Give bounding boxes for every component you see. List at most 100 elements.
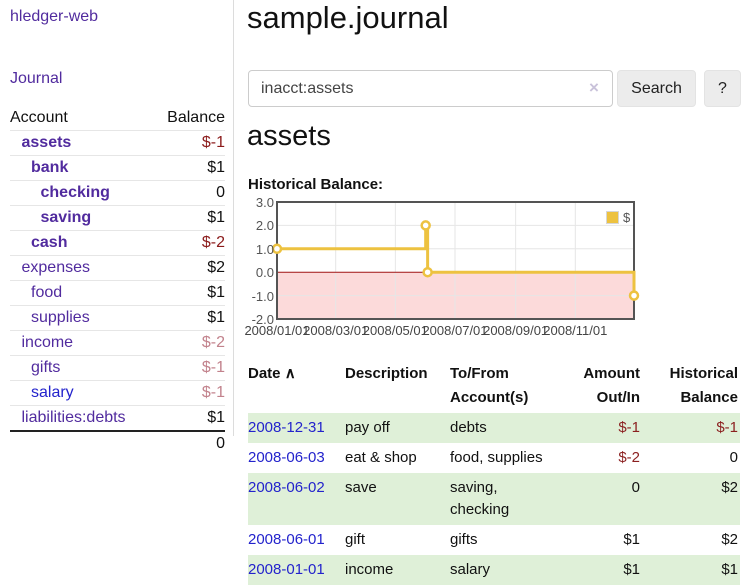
register-header-amount: Amount Out/In (583, 365, 640, 406)
account-row: liabilities:debts $1 (10, 405, 225, 431)
account-link-assets[interactable]: assets (21, 134, 72, 151)
account-row: cash $-2 (10, 230, 225, 256)
account-balance: $1 (153, 305, 225, 331)
register-row: 2008-06-03 eat & shop food, supplies $-2 0 (248, 443, 740, 473)
account-link-supplies[interactable]: supplies (31, 309, 90, 326)
transaction-balance: $1 (721, 561, 738, 578)
search-button[interactable]: Search (617, 70, 696, 107)
account-link-salary[interactable]: salary (31, 384, 74, 401)
transaction-amount: $1 (623, 561, 640, 578)
account-row: supplies $1 (10, 305, 225, 331)
account-link-bank[interactable]: bank (31, 159, 69, 176)
search-input[interactable] (248, 70, 613, 107)
data-point-marker (628, 290, 640, 301)
transaction-description: income (345, 561, 394, 578)
transaction-description: eat & shop (345, 449, 417, 466)
transaction-accounts: gifts (450, 531, 478, 548)
chart-title: Historical Balance: (248, 176, 384, 193)
data-point-marker (271, 243, 283, 255)
x-axis-tick-label: 2008/05/01 (362, 323, 428, 338)
nav-journal-link[interactable]: Journal (10, 70, 63, 87)
account-row: saving $1 (10, 205, 225, 231)
x-axis-tick-label: 2008/01/01 (244, 323, 310, 338)
account-balance: $1 (153, 155, 225, 181)
clear-search-icon[interactable]: × (589, 78, 599, 97)
sidebar: hledger-web Journal Account Balance asse… (0, 0, 234, 456)
accounts-header-account: Account (10, 109, 68, 126)
register-row: 2008-06-02 save saving, checking 0 $2 (248, 473, 740, 525)
transaction-date-link[interactable]: 2008-12-31 (248, 419, 325, 436)
account-balance: $-2 (153, 330, 225, 356)
y-axis-tick-label: -1.0 (251, 288, 274, 304)
register-row: 2008-12-31 pay off debts $-1 $-1 (248, 413, 740, 443)
account-balance: $-2 (153, 230, 225, 256)
transaction-amount: $-2 (618, 449, 640, 466)
transaction-amount: 0 (631, 479, 640, 496)
page-title: sample.journal (247, 0, 449, 35)
account-row: expenses $2 (10, 255, 225, 281)
register-table: Date ∧ Description To/From Account(s) Am… (248, 360, 740, 585)
account-link-income[interactable]: income (21, 334, 74, 351)
account-link-checking[interactable]: checking (40, 184, 110, 201)
account-balance: $-1 (153, 380, 225, 406)
account-balance: 0 (153, 180, 225, 206)
transaction-date-link[interactable]: 2008-06-03 (248, 449, 325, 466)
account-row: food $1 (10, 280, 225, 306)
register-row: 2008-01-01 income salary $1 $1 (248, 555, 740, 585)
transaction-accounts: salary (450, 561, 491, 578)
transaction-date-link[interactable]: 2008-06-02 (248, 479, 325, 496)
account-row: assets $-1 (10, 130, 225, 156)
transaction-amount: $-1 (618, 419, 640, 436)
account-link-expenses[interactable]: expenses (21, 259, 91, 276)
y-axis-tick-label: 1.0 (255, 241, 274, 257)
balance-chart: $ 3.0 2.0 1.0 0.0 -1.0 -2.0 2008/01/01 2008/03/… (244, 195, 742, 345)
account-balance: $1 (153, 280, 225, 306)
transaction-balance: $-1 (716, 419, 738, 436)
account-link-saving[interactable]: saving (40, 209, 92, 226)
account-balance: $-1 (153, 130, 225, 156)
account-row: gifts $-1 (10, 355, 225, 381)
y-axis-tick-label: -2.0 (251, 312, 274, 327)
transaction-description: pay off (345, 419, 390, 436)
register-header-balance: Historical Balance (669, 365, 738, 406)
account-balance: $1 (153, 405, 225, 431)
transaction-balance: $2 (721, 531, 738, 548)
account-link-cash[interactable]: cash (31, 234, 68, 251)
account-row: income $-2 (10, 330, 225, 356)
transaction-accounts: debts (450, 419, 487, 436)
register-header-date[interactable]: Date ∧ (248, 365, 296, 382)
y-axis-tick-label: 0.0 (255, 265, 274, 281)
data-point-marker (422, 266, 433, 278)
transaction-description: save (345, 479, 377, 496)
account-row: bank $1 (10, 155, 225, 181)
transaction-description: gift (345, 531, 366, 548)
y-axis-tick-label: 3.0 (255, 195, 274, 210)
sort-ascending-icon: ∧ (284, 365, 296, 382)
chart-canvas (271, 201, 640, 320)
account-link-food[interactable]: food (31, 284, 63, 301)
transaction-balance: 0 (729, 449, 738, 466)
data-point-marker (420, 220, 431, 231)
chart-legend: $ (606, 210, 630, 225)
accounts-table: Account Balance assets $-1 bank $1 checking 0… (10, 106, 225, 456)
account-row: salary $-1 (10, 380, 225, 406)
register-row: 2008-06-01 gift gifts $1 $2 (248, 525, 740, 555)
transaction-date-link[interactable]: 2008-01-01 (248, 561, 325, 578)
transaction-accounts: food, supplies (450, 449, 543, 466)
account-balance: $-1 (153, 355, 225, 381)
register-header-accounts: To/From Account(s) (450, 365, 529, 406)
brand-link[interactable]: hledger-web (10, 8, 99, 25)
account-balance: $2 (153, 255, 225, 281)
x-axis-tick-label: 2008/03/01 (303, 323, 369, 338)
account-heading: assets (247, 120, 331, 152)
transaction-date-link[interactable]: 2008-06-01 (248, 531, 325, 548)
transaction-accounts: saving, checking (450, 479, 510, 518)
account-row: checking 0 (10, 180, 225, 206)
account-link-gifts[interactable]: gifts (31, 359, 61, 376)
account-balance: $1 (153, 205, 225, 231)
transaction-amount: $1 (623, 531, 640, 548)
x-axis-tick-label: 2008/07/01 (422, 323, 488, 338)
search-help-button[interactable]: ? (704, 70, 741, 107)
account-link-liabilities-debts[interactable]: liabilities:debts (21, 409, 126, 426)
accounts-header-balance: Balance (167, 109, 225, 126)
